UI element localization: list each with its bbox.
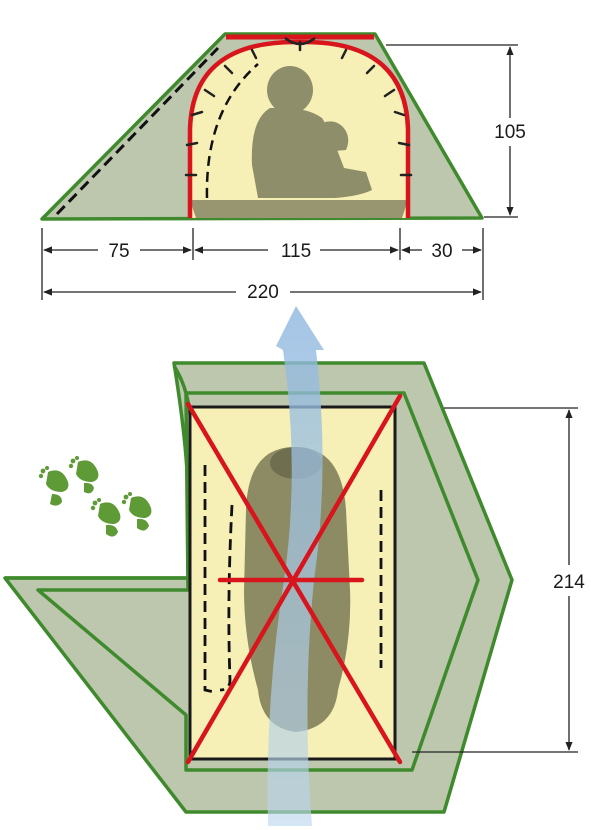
top-dashed-left-outer <box>203 465 215 694</box>
seated-person-icon <box>251 66 372 198</box>
side-inner-dashed-wall <box>205 63 259 199</box>
dimension-segments <box>41 228 484 300</box>
dimension-height-side <box>386 44 518 218</box>
dimension-label-214: 214 <box>553 572 585 593</box>
side-pole-clips <box>184 40 413 177</box>
footprints-icon <box>38 456 152 537</box>
top-dashed-left-inner <box>219 504 234 692</box>
dimension-label-30: 30 <box>431 241 452 262</box>
top-view <box>3 306 514 826</box>
dimension-label-220: 220 <box>247 282 279 303</box>
airflow-arrow-icon <box>267 306 324 826</box>
dimension-label-115: 115 <box>281 241 311 262</box>
dimension-floor-length <box>412 407 578 753</box>
side-pole-hub <box>284 36 316 46</box>
side-view <box>40 32 484 221</box>
side-groundsheet <box>190 200 408 218</box>
top-cross-poles <box>185 393 403 765</box>
side-vestibule-door-line <box>55 46 220 216</box>
dimension-label-75: 75 <box>108 241 129 262</box>
dimension-label-105: 105 <box>494 122 526 143</box>
